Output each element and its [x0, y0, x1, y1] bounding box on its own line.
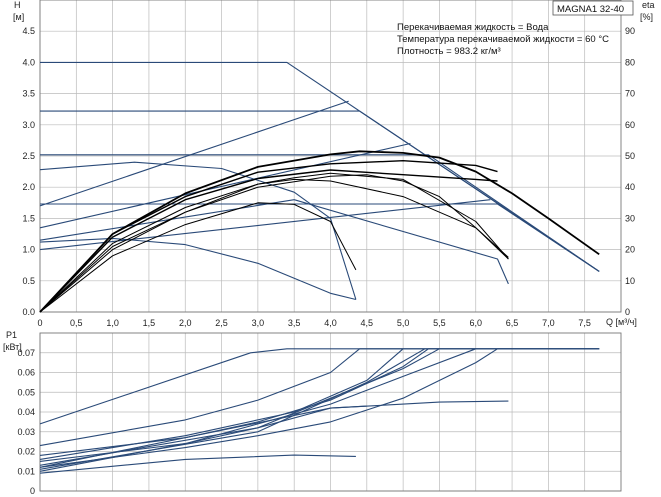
x-tick-label: 3,5 — [288, 318, 301, 328]
head-curve — [39, 237, 357, 301]
p1-tick-label: 0.05 — [17, 387, 35, 397]
y-tick-label: 2.0 — [22, 182, 35, 192]
x-tick-label: 0 — [37, 318, 42, 328]
bottom-plot-frame — [39, 332, 622, 492]
y-tick-label: 4.0 — [22, 57, 35, 67]
y-axis-unit-top: [м] — [13, 12, 24, 22]
head-curve — [39, 199, 491, 251]
y-tick-label: 2.5 — [22, 151, 35, 161]
p1-tick-label: 0.04 — [17, 407, 35, 417]
y2-tick-label: 10 — [625, 276, 635, 286]
y-tick-label: 1.5 — [22, 213, 35, 223]
head-curve — [40, 203, 600, 272]
p1-tick-label: 0.07 — [17, 348, 35, 358]
top-series — [39, 61, 600, 313]
p1-tick-label: 0.03 — [17, 427, 35, 437]
x-tick-label: 1,0 — [106, 318, 119, 328]
power-curve — [39, 348, 476, 462]
power-curve — [39, 400, 509, 468]
x-tick-label: 1,5 — [143, 318, 156, 328]
head-curve — [39, 161, 357, 300]
efficiency-curve — [39, 160, 498, 313]
head-curve — [40, 110, 600, 272]
power-curve — [39, 348, 404, 460]
efficiency-curve — [39, 178, 509, 313]
y-axis-unit-bottom: [кВт] — [3, 342, 22, 352]
efficiency-curve — [39, 174, 509, 313]
power-curve — [39, 348, 600, 425]
x-tick-label: 6,0 — [469, 318, 482, 328]
x-tick-label: 6,5 — [506, 318, 519, 328]
x-tick-label: 5,0 — [397, 318, 410, 328]
model-title: MAGNA1 32-40 — [557, 4, 624, 15]
y-tick-label: 3.5 — [22, 89, 35, 99]
efficiency-curve — [39, 172, 509, 313]
y2-axis-unit: [%] — [640, 12, 653, 22]
p1-tick-label: 0.06 — [17, 368, 35, 378]
head-curve — [39, 100, 349, 207]
x-tick-label: 7,0 — [542, 318, 555, 328]
x-axis-label: Q [м³/ч] — [606, 317, 637, 327]
bottom-grid — [39, 333, 621, 492]
head-curve — [40, 154, 600, 272]
x-tick-label: 0,5 — [70, 318, 83, 328]
y2-tick-label: 80 — [625, 57, 635, 67]
x-tick-label: 2,5 — [215, 318, 228, 328]
y2-tick-label: 20 — [625, 245, 635, 255]
y2-tick-label: 30 — [625, 213, 635, 223]
y-axis-label-bottom: P1 — [6, 330, 17, 340]
x-tick-label: 4,5 — [361, 318, 374, 328]
power-curve — [39, 405, 367, 472]
p1-tick-label: 0.02 — [17, 447, 35, 457]
power-curve — [39, 348, 440, 466]
p1-tick-label: 0.01 — [17, 466, 35, 476]
y2-tick-label: 60 — [625, 120, 635, 130]
efficiency-curve — [39, 169, 498, 313]
x-tick-label: 2,0 — [179, 318, 192, 328]
model-title-box — [552, 0, 634, 16]
y2-tick-label: 90 — [625, 26, 635, 36]
head-curve — [39, 199, 509, 285]
y-axis-label-top: H — [14, 0, 21, 10]
x-tick-label: 4,0 — [324, 318, 337, 328]
x-tick-label: 3,0 — [252, 318, 265, 328]
efficiency-curve — [39, 202, 357, 313]
density-annotation: Плотность = 983.2 кг/м³ — [397, 46, 501, 57]
power-curve — [39, 348, 600, 468]
efficiency-curve — [39, 150, 600, 313]
y2-tick-label: 50 — [625, 151, 635, 161]
bottom-series — [39, 348, 600, 474]
power-curve — [39, 454, 356, 474]
x-tick-label: 7,5 — [578, 318, 591, 328]
y2-axis-label: eta — [642, 0, 655, 10]
temperature-annotation: Температура перекачиваемой жидкости = 60… — [397, 34, 609, 45]
head-curve — [39, 142, 411, 229]
y2-tick-label: 40 — [625, 182, 635, 192]
x-tick-label: 5,5 — [433, 318, 446, 328]
y-tick-label: 3.0 — [22, 120, 35, 130]
y-tick-label: 4.5 — [22, 26, 35, 36]
y-tick-label: 0.0 — [22, 307, 35, 317]
y2-tick-label: 0 — [625, 307, 630, 317]
top-grid — [39, 0, 621, 313]
tick-labels: 0 0,5 1,0 1,5 2,0 2,5 3,0 3,5 4,0 4,5 5,0 5,5 6,0 6,5… — [17, 26, 635, 496]
p1-tick-label: 0 — [30, 486, 35, 496]
power-curve — [39, 348, 600, 447]
y-tick-label: 1.0 — [22, 245, 35, 255]
fluid-annotation: Перекачиваемая жидкость = Вода — [397, 22, 549, 33]
y-tick-label: 0.5 — [22, 276, 35, 286]
top-plot-frame — [39, 0, 622, 313]
y2-tick-label: 70 — [625, 89, 635, 99]
